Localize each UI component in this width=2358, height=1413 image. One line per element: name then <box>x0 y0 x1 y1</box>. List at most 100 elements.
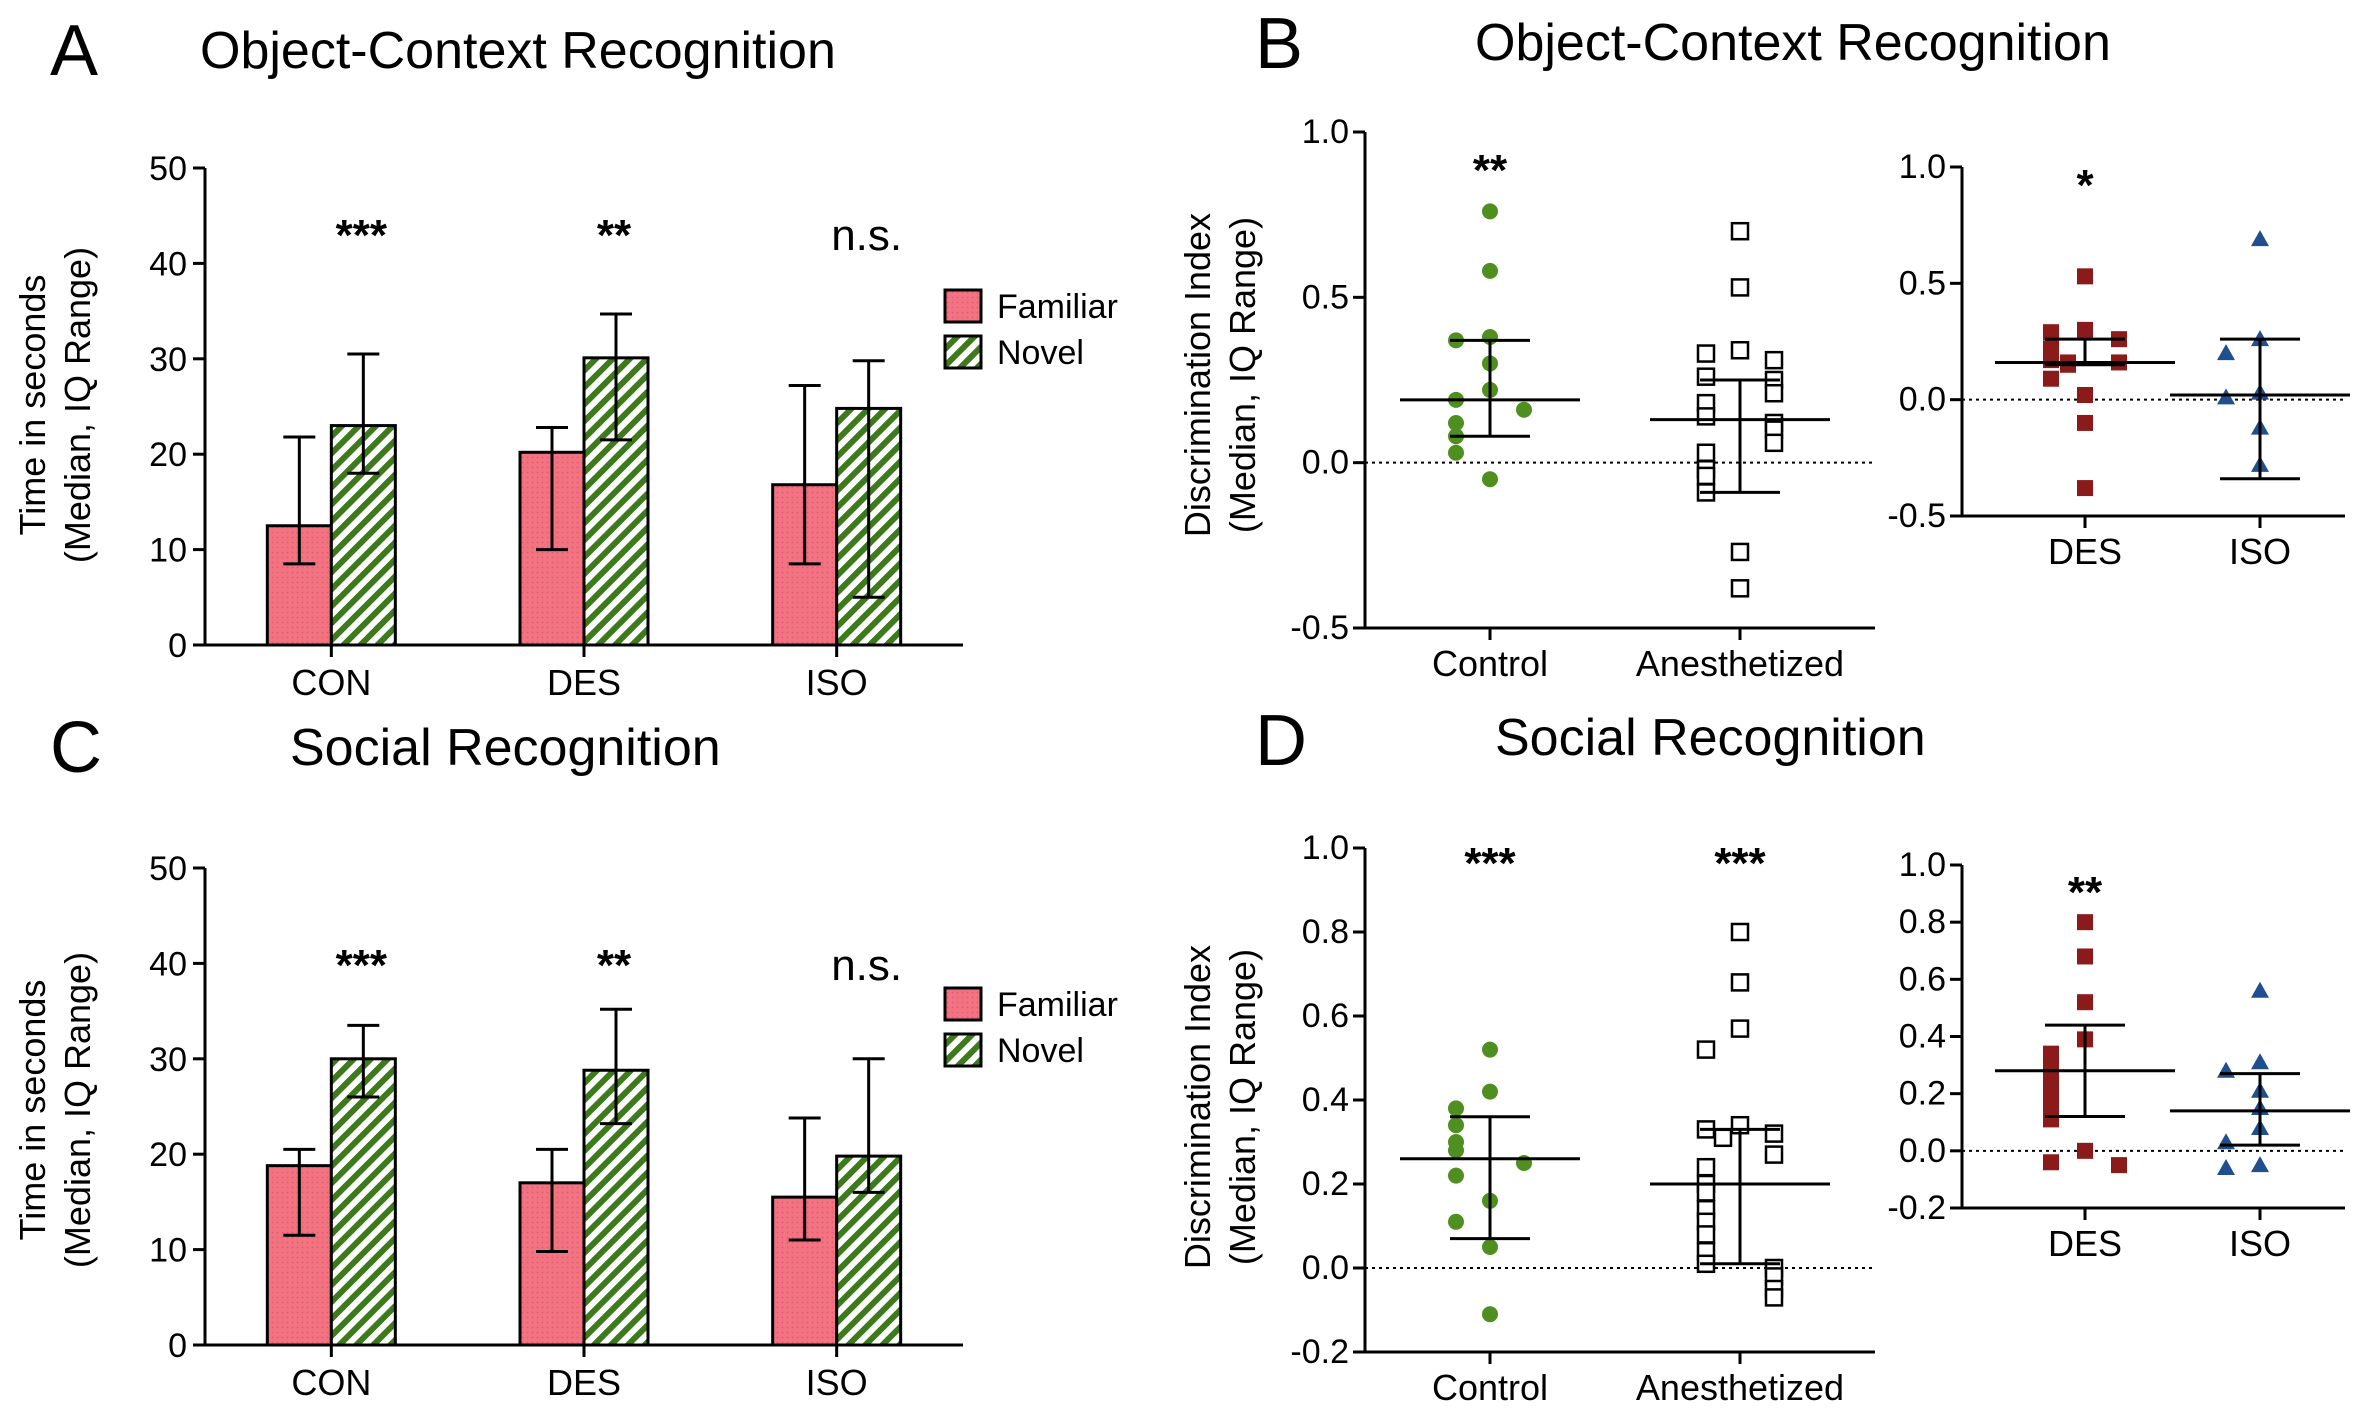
panel-d-title: Social Recognition <box>1495 709 1926 767</box>
data-point-iso <box>2251 981 2269 998</box>
y-tick-label: 20 <box>149 1136 187 1174</box>
significance-label: *** <box>336 211 388 260</box>
y-tick-label: 1.0 <box>1302 113 1349 151</box>
legend-swatch-novel <box>943 334 983 370</box>
data-point-iso <box>2217 1061 2235 1078</box>
panel-a-plot: 0 10 20 30 40 50 CON *** DES ** ISO n.s. Familiar Nov… <box>149 150 1118 703</box>
data-point-des <box>2077 914 2093 931</box>
data-point-anesthetized <box>1696 407 1716 426</box>
data-point-iso <box>2251 230 2269 247</box>
x-category-label: DES <box>547 1362 621 1403</box>
data-point-anesthetized <box>1730 542 1750 562</box>
y-tick-label: 0.2 <box>1302 1165 1349 1203</box>
panel-b: B Object-Context Recognition Discriminat… <box>1177 4 2350 684</box>
data-point-iso <box>2251 1156 2269 1173</box>
x-category-label: ISO <box>2229 531 2291 572</box>
data-point-control <box>1516 401 1532 418</box>
legend-swatch-familiar <box>943 986 983 1022</box>
data-point-des <box>2043 1097 2059 1114</box>
panel-d-ylabel-1: Discrimination Index <box>1177 945 1218 1269</box>
data-point-control <box>1482 1083 1498 1100</box>
significance-label: *** <box>336 941 388 990</box>
data-point-control <box>1482 1306 1498 1323</box>
y-tick-label: 40 <box>149 945 187 983</box>
y-tick-label: 0.6 <box>1302 997 1349 1035</box>
data-point-control <box>1448 1167 1464 1184</box>
y-tick-label: 1.0 <box>1302 829 1349 867</box>
y-tick-label: 1.0 <box>1899 846 1946 884</box>
y-tick-label: -0.2 <box>1887 1189 1946 1227</box>
data-point-anesthetized <box>1696 1040 1716 1059</box>
y-tick-label: 0 <box>168 1327 187 1365</box>
panel-letter-c: C <box>50 708 102 788</box>
data-point-anesthetized <box>1696 1183 1716 1202</box>
data-point-control <box>1482 471 1498 488</box>
bar-novel <box>582 1068 650 1347</box>
legend-label-familiar: Familiar <box>997 986 1118 1024</box>
data-point-anesthetized <box>1696 344 1716 363</box>
y-tick-label: 50 <box>149 850 187 888</box>
panel-b-title: Object-Context Recognition <box>1475 14 2111 72</box>
x-category-label: Control <box>1432 1367 1548 1408</box>
data-point-control <box>1482 203 1498 220</box>
y-tick-label: 1.0 <box>1899 148 1946 186</box>
legend-swatch-familiar <box>943 288 983 324</box>
panel-letter-d: D <box>1255 701 1307 781</box>
data-point-des <box>2043 1154 2059 1171</box>
data-point-des <box>2077 994 2093 1011</box>
panel-c-ylabel-2: (Median, IQ Range) <box>57 952 98 1268</box>
data-point-anesthetized <box>1696 443 1716 462</box>
data-point-control <box>1482 1041 1498 1058</box>
data-point-control <box>1448 1100 1464 1117</box>
panel-letter-b: B <box>1255 4 1303 84</box>
data-point-anesthetized <box>1730 221 1750 241</box>
data-point-control <box>1448 1117 1464 1134</box>
y-tick-label: 0 <box>168 627 187 665</box>
data-point-control <box>1482 262 1498 279</box>
data-point-des <box>2043 1111 2059 1128</box>
data-point-anesthetized <box>1730 922 1750 942</box>
y-tick-label: 0.0 <box>1302 444 1349 482</box>
data-point-des <box>2111 1157 2127 1174</box>
y-tick-label: 50 <box>149 150 187 188</box>
data-point-iso <box>2217 344 2235 361</box>
data-point-anesthetized <box>1696 466 1716 486</box>
significance-label: *** <box>1714 839 1766 888</box>
data-point-control <box>1448 1213 1464 1230</box>
y-tick-label: 30 <box>149 341 187 379</box>
x-category-label: Anesthetized <box>1636 643 1844 684</box>
panel-c-ylabel-1: Time in seconds <box>12 980 53 1241</box>
panel-d-ylabel-2: (Median, IQ Range) <box>1222 949 1263 1265</box>
data-point-des <box>2077 414 2093 431</box>
data-point-anesthetized <box>1730 340 1750 360</box>
panel-a-title: Object-Context Recognition <box>200 22 836 80</box>
x-category-label: CON <box>291 662 371 703</box>
data-point-des <box>2077 480 2093 497</box>
panel-d: D Social Recognition Discrimination Inde… <box>1177 701 2350 1408</box>
y-tick-label: -0.5 <box>1887 497 1946 535</box>
data-point-des <box>2077 1142 2093 1159</box>
y-tick-label: 0.0 <box>1302 1249 1349 1287</box>
y-tick-label: 0.0 <box>1899 381 1946 419</box>
data-point-des <box>2077 268 2093 285</box>
y-tick-label: 0.2 <box>1899 1075 1946 1113</box>
data-point-anesthetized <box>1764 1288 1784 1307</box>
data-point-des <box>2077 387 2093 404</box>
data-point-iso <box>2217 1133 2235 1150</box>
legend-label-novel: Novel <box>997 1032 1084 1070</box>
y-tick-label: 10 <box>149 532 187 570</box>
data-point-control <box>1448 444 1464 461</box>
data-point-anesthetized <box>1696 367 1716 386</box>
data-point-des <box>2043 324 2059 341</box>
x-category-label: CON <box>291 1362 371 1403</box>
data-point-anesthetized <box>1764 383 1784 403</box>
x-category-label: ISO <box>2229 1223 2291 1264</box>
panel-d-plot: -0.2 0.0 0.2 0.4 0.6 0.8 1.0 Control *** Anesthet… <box>1290 829 2350 1408</box>
panel-letter-a: A <box>50 11 98 91</box>
data-point-des <box>2077 948 2093 965</box>
significance-label: * <box>2076 161 2094 210</box>
data-point-anesthetized <box>1696 1225 1716 1244</box>
significance-label: ** <box>1473 146 1508 195</box>
x-category-label: Control <box>1432 643 1548 684</box>
y-tick-label: -0.5 <box>1290 609 1349 647</box>
